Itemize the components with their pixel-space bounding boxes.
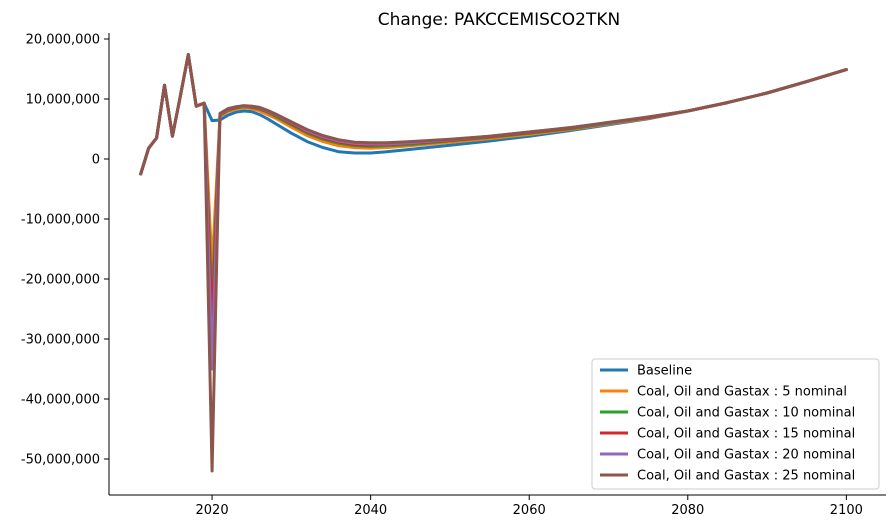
y-tick-label: 20,000,000 (26, 33, 100, 48)
y-tick-label: -10,000,000 (21, 213, 100, 228)
legend-box (591, 358, 880, 490)
y-tick-label: -20,000,000 (21, 273, 100, 288)
y-tick-label: -50,000,000 (21, 453, 100, 468)
legend-label: Coal, Oil and Gastax : 20 nominal (637, 448, 855, 463)
x-axis-ticks: 2020 2040 2060 2080 2100 (196, 495, 863, 518)
plot-area: 20,000,000 10,000,000 0 -10,000,000 -20,000,… (21, 33, 886, 518)
legend-label: Coal, Oil and Gastax : 15 nominal (637, 427, 855, 442)
x-tick-label: 2040 (354, 503, 387, 518)
y-tick-label: 0 (92, 153, 100, 168)
series-line-2 (139, 53, 848, 269)
legend-label: Coal, Oil and Gastax : 25 nominal (637, 469, 855, 484)
series-line-1 (139, 53, 848, 176)
series-line-3 (139, 53, 848, 305)
y-axis-ticks: 20,000,000 10,000,000 0 -10,000,000 -20,000,… (21, 33, 109, 468)
series-line-5 (139, 53, 848, 371)
x-tick-label: 2060 (513, 503, 546, 518)
x-tick-label: 2100 (830, 503, 863, 518)
legend-label: Coal, Oil and Gastax : 5 nominal (637, 385, 847, 400)
series-line-4 (139, 53, 848, 329)
series-line-6 (139, 53, 848, 473)
legend-label: Coal, Oil and Gastax : 10 nominal (637, 406, 855, 421)
x-tick-label: 2080 (671, 503, 704, 518)
y-tick-label: -40,000,000 (21, 393, 100, 408)
y-tick-label: -30,000,000 (21, 333, 100, 348)
legend-label: Baseline (637, 364, 692, 379)
y-tick-label: 10,000,000 (26, 93, 100, 108)
legend: Baseline Coal, Oil and Gastax : 5 nominal… (591, 358, 880, 490)
series-lines (139, 53, 848, 473)
chart-title: Change: PAKCCEMISCO2TKN (378, 10, 621, 30)
x-tick-label: 2020 (196, 503, 229, 518)
